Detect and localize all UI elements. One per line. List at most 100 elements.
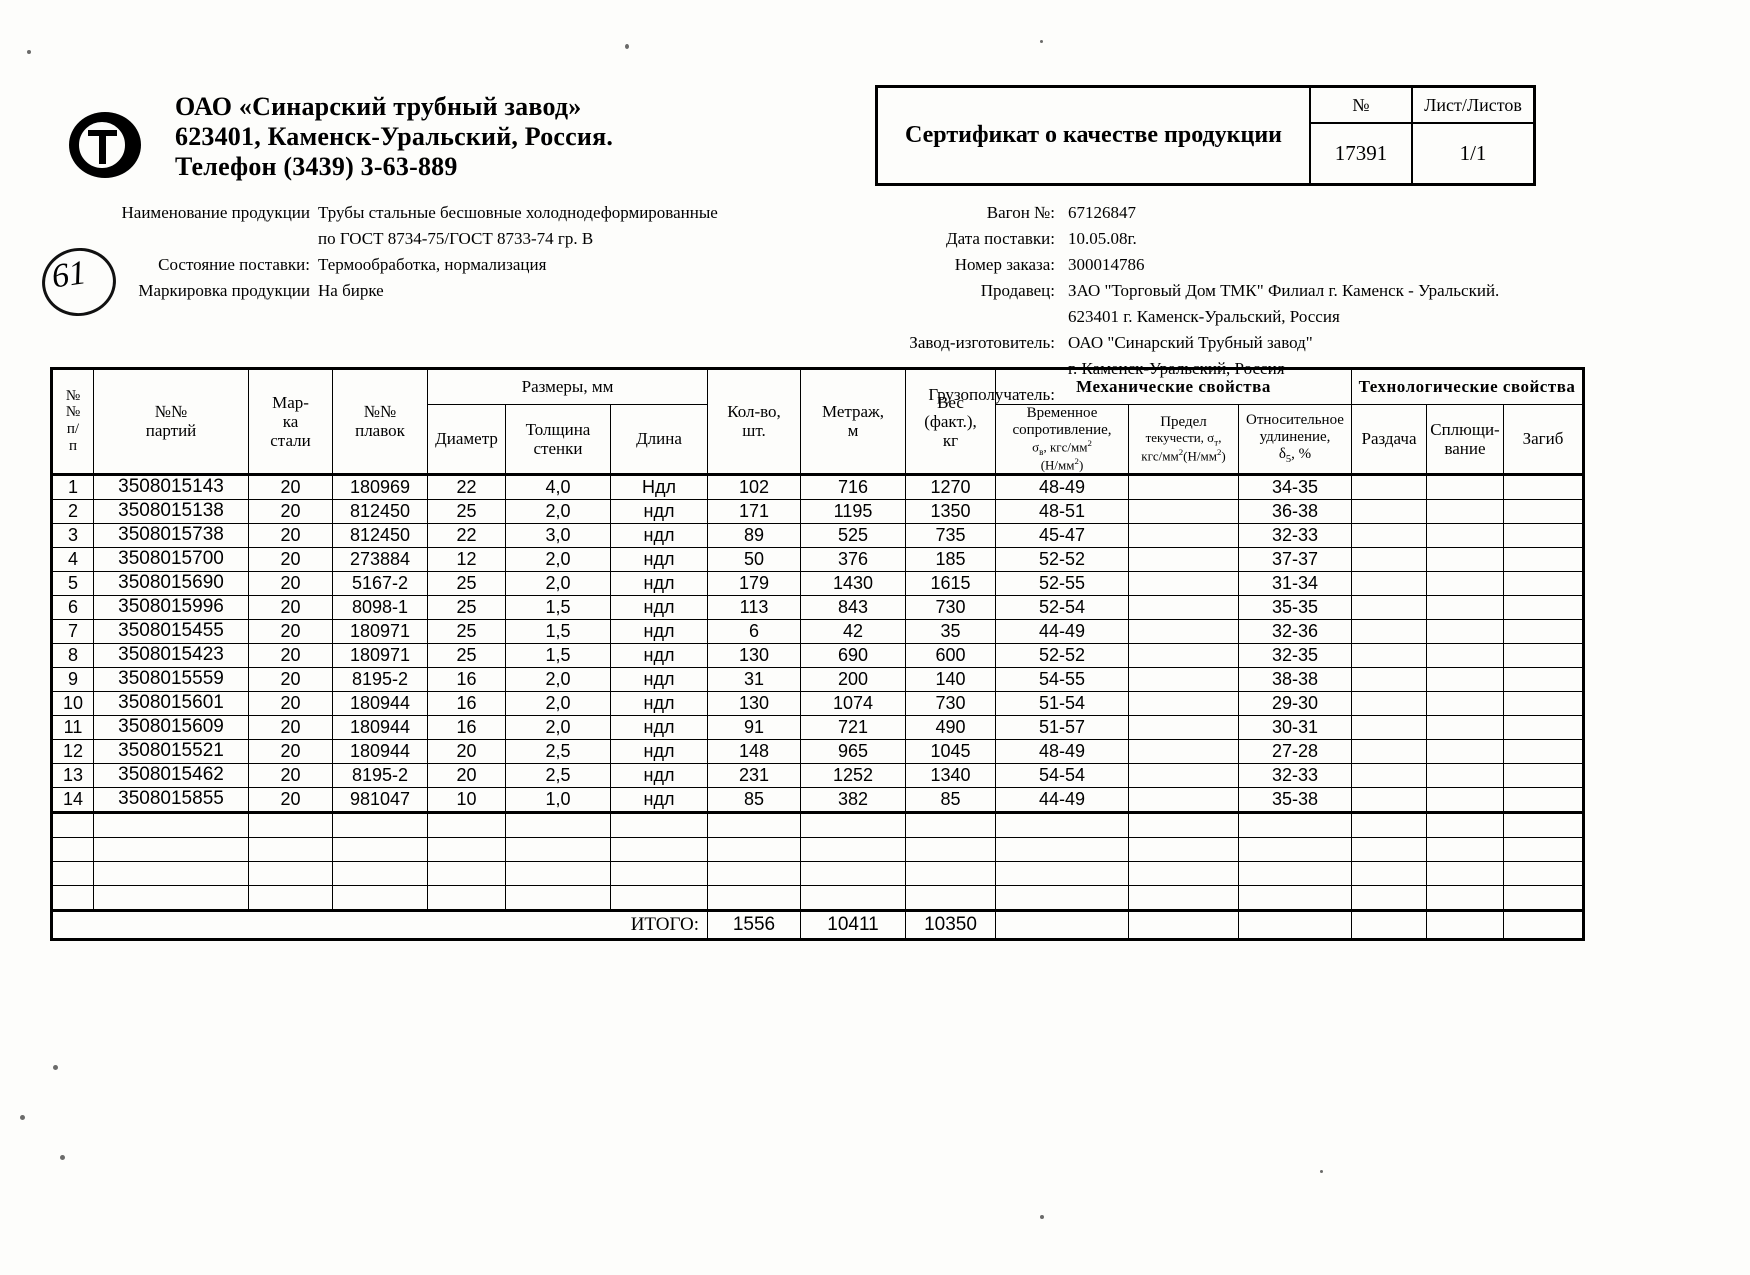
cell-row-number: 14 [51, 786, 94, 813]
cell-empty [905, 860, 996, 886]
cell-elongation: 32-35 [1238, 642, 1352, 668]
seller-address: 623401 г. Каменск-Уральский, Россия [1068, 307, 1340, 326]
cell-empty [610, 860, 708, 886]
col-wall-thickness: Толщина стенки [505, 404, 611, 475]
col-flattening-l1: Сплющи- [1430, 419, 1500, 439]
certificate-title-box: Сертификат о качестве продукции № 17391 … [875, 85, 1536, 186]
col-dimensions-group: Размеры, мм [427, 368, 708, 405]
scan-speck [1040, 1215, 1044, 1219]
cell-empty [800, 836, 906, 862]
cell-empty [248, 860, 333, 886]
seller-label: Продавец: [980, 281, 1055, 300]
cell-elongation: 37-37 [1238, 546, 1352, 572]
cell-quantity: 91 [707, 714, 801, 740]
cell-wall-thickness: 1,5 [505, 594, 611, 620]
cell-bending [1502, 762, 1585, 788]
cell-empty [505, 860, 611, 886]
company-name: ОАО «Синарский трубный завод» [175, 92, 582, 121]
cell-elongation: 35-35 [1238, 594, 1352, 620]
cell-flattening [1426, 472, 1504, 500]
col-elong-l3: δ5, % [1278, 445, 1312, 465]
cell-length: ндл [610, 738, 708, 764]
cell-lot-number: 3508015601 [93, 690, 249, 716]
col-yield-l1: Предел [1160, 414, 1207, 431]
cell-empty [1351, 860, 1427, 886]
cell-flattening [1426, 714, 1504, 740]
cell-flaring [1351, 786, 1427, 813]
cell-tensile-strength: 51-57 [995, 714, 1129, 740]
certificate-number-cell: № 17391 [1311, 88, 1413, 183]
cell-flattening [1426, 762, 1504, 788]
cell-quantity: 130 [707, 642, 801, 668]
cell-weight: 1270 [905, 472, 996, 500]
cell-empty [1128, 810, 1239, 838]
cell-empty [332, 860, 428, 886]
cell-tensile-strength: 44-49 [995, 786, 1129, 813]
cell-meters: 376 [800, 546, 906, 572]
cell-empty [51, 884, 94, 911]
cell-bending [1502, 472, 1585, 500]
cell-empty [427, 884, 506, 911]
cell-lot-number: 3508015462 [93, 762, 249, 788]
certificate-number-value: 17391 [1334, 141, 1388, 165]
cell-wall-thickness: 2,5 [505, 762, 611, 788]
cell-elongation: 30-31 [1238, 714, 1352, 740]
cell-diameter: 20 [427, 738, 506, 764]
cell-empty [505, 884, 611, 911]
col-elong-l2: удлинение, [1259, 428, 1331, 445]
cell-empty [1238, 884, 1352, 911]
cell-weight: 185 [905, 546, 996, 572]
table-row: 8 3508015423 20 180971 25 1,5 ндл 130 690 600 52-5… [51, 642, 1585, 668]
col-flaring-label: Раздача [1361, 428, 1417, 448]
col-lot-no: №№ партий [93, 368, 249, 475]
total-empty [1426, 908, 1504, 940]
cell-diameter: 25 [427, 570, 506, 596]
cell-empty [248, 810, 333, 838]
supply-state-label: Состояние поставки: [158, 255, 310, 274]
cell-wall-thickness: 2,5 [505, 738, 611, 764]
cell-flattening [1426, 786, 1504, 813]
cell-weight: 735 [905, 522, 996, 548]
table-row: 12 3508015521 20 180944 20 2,5 ндл 148 965 1045 48… [51, 738, 1585, 764]
cell-heat-number: 8195-2 [332, 666, 428, 692]
col-elong-l1: Относительное [1246, 412, 1344, 429]
supply-state-value: Термообработка, нормализация [318, 255, 547, 274]
col-length: Длина [610, 404, 708, 475]
col-meters-l2: м [847, 421, 859, 441]
col-diameter: Диаметр [427, 404, 506, 475]
cell-empty [427, 860, 506, 886]
manufacturer-value: ОАО "Синарский Трубный завод" [1068, 333, 1313, 352]
table-row: 13 3508015462 20 8195-2 20 2,5 ндл 231 1252 1340 5… [51, 762, 1585, 788]
table-row: 4 3508015700 20 273884 12 2,0 ндл 50 376 185 52-52… [51, 546, 1585, 572]
cell-bending [1502, 498, 1585, 524]
cell-quantity: 171 [707, 498, 801, 524]
cell-quantity: 50 [707, 546, 801, 572]
cell-row-number: 13 [51, 762, 94, 788]
cell-heat-number: 180971 [332, 618, 428, 644]
cell-empty [1426, 860, 1504, 886]
cell-empty [1351, 836, 1427, 862]
col-steel-grade: Мар- ка стали [248, 368, 333, 475]
cell-length: ндл [610, 690, 708, 716]
cell-lot-number: 3508015423 [93, 642, 249, 668]
cell-empty [1128, 860, 1239, 886]
marking-label: Маркировка продукции [138, 281, 310, 300]
cell-lot-number: 3508015143 [93, 472, 249, 500]
col-row-no: № № п/ п [51, 368, 94, 475]
company-phone: Телефон (3439) 3-63-889 [175, 152, 458, 181]
cell-bending [1502, 714, 1585, 740]
cell-empty [995, 810, 1129, 838]
col-tensile-l4: (Н/мм2) [1040, 455, 1084, 473]
cell-empty [427, 836, 506, 862]
company-logo-icon [68, 108, 142, 182]
cell-length: ндл [610, 594, 708, 620]
cell-tensile-strength: 45-47 [995, 522, 1129, 548]
col-tensile-l3: σв, кгс/мм2 [1032, 437, 1092, 457]
col-row-no-l2: № [65, 404, 81, 421]
cell-empty [800, 884, 906, 911]
seller-value: ЗАО "Торговый Дом ТМК" Филиал г. Каменск… [1068, 281, 1500, 300]
scan-speck [20, 1115, 25, 1120]
cell-steel-grade: 20 [248, 594, 333, 620]
cell-quantity: 231 [707, 762, 801, 788]
cell-weight: 600 [905, 642, 996, 668]
